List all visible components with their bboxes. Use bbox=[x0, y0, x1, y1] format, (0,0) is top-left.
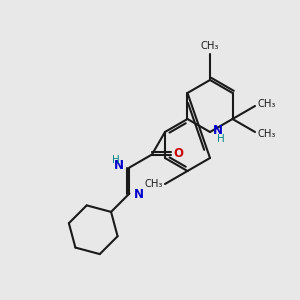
Text: H: H bbox=[217, 134, 225, 144]
Text: N: N bbox=[113, 159, 124, 172]
Text: CH₃: CH₃ bbox=[201, 41, 219, 51]
Text: CH₃: CH₃ bbox=[257, 99, 275, 109]
Text: N: N bbox=[213, 124, 223, 137]
Text: N: N bbox=[134, 188, 143, 201]
Text: H: H bbox=[112, 154, 119, 164]
Text: CH₃: CH₃ bbox=[145, 179, 163, 189]
Text: O: O bbox=[174, 147, 184, 160]
Text: CH₃: CH₃ bbox=[257, 129, 275, 139]
